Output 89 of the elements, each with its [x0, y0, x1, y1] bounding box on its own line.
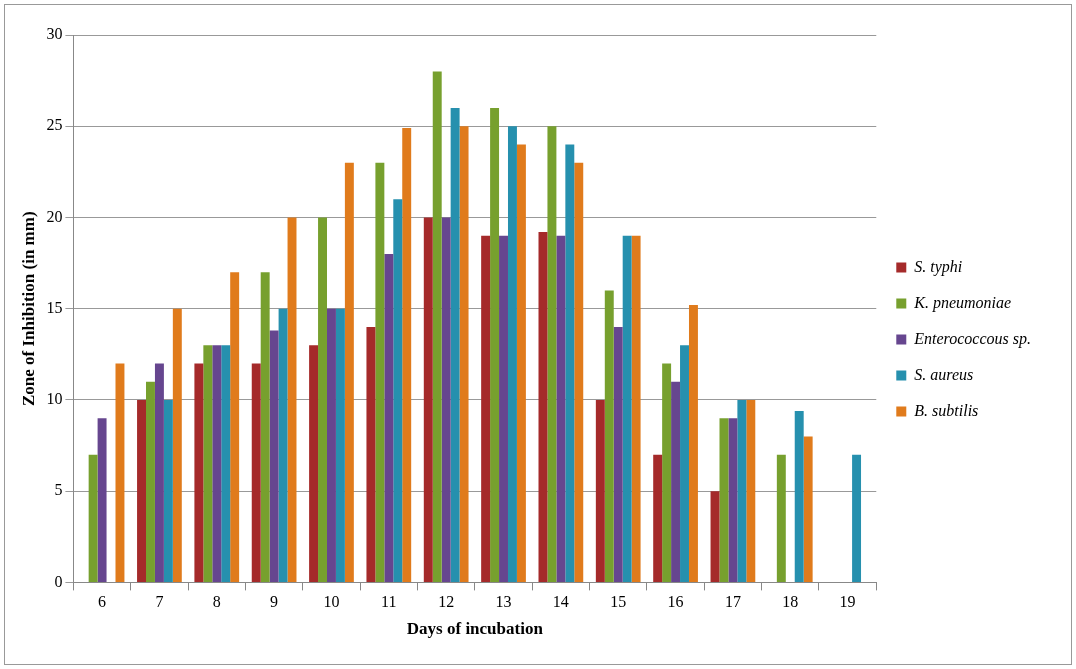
bar — [737, 399, 747, 582]
bar — [803, 436, 813, 582]
bar — [97, 418, 107, 582]
bar — [230, 272, 240, 582]
bar — [318, 217, 327, 582]
x-tick-label: 6 — [98, 593, 107, 611]
y-tick-label: 10 — [46, 390, 63, 408]
legend-label: S. typhi — [914, 257, 963, 276]
bar — [287, 217, 297, 582]
x-tick-label: 9 — [270, 593, 279, 611]
x-axis-title: Days of incubation — [406, 619, 544, 639]
x-tick-label: 7 — [155, 593, 164, 611]
bar — [260, 272, 270, 582]
bar — [203, 345, 213, 582]
bar — [327, 308, 336, 582]
bar — [402, 128, 412, 582]
bar — [556, 235, 566, 582]
bar — [710, 491, 720, 582]
bar — [688, 305, 698, 582]
x-tick-label: 19 — [839, 593, 856, 611]
bar — [604, 290, 614, 582]
bar — [852, 454, 862, 582]
bar — [194, 363, 204, 582]
legend-label: Enterococcous sp. — [913, 329, 1032, 348]
bar — [423, 217, 433, 582]
bar — [344, 162, 354, 582]
x-tick-label: 11 — [381, 593, 397, 611]
bar — [393, 199, 403, 582]
x-tick-label: 13 — [495, 593, 512, 611]
bar — [653, 454, 663, 582]
bar — [622, 235, 632, 582]
bar — [137, 399, 146, 582]
x-tick-label: 18 — [782, 593, 799, 611]
bar — [565, 144, 575, 582]
bar — [384, 253, 394, 582]
bar — [172, 308, 182, 582]
bar — [459, 126, 469, 582]
bar — [595, 399, 605, 582]
y-tick-label: 30 — [46, 25, 63, 43]
bar — [547, 126, 557, 582]
bar — [432, 71, 442, 582]
bar — [441, 217, 451, 582]
x-tick-label: 16 — [667, 593, 684, 611]
bar — [719, 418, 729, 582]
bar — [776, 454, 786, 582]
bar — [450, 107, 460, 582]
bar — [481, 235, 491, 582]
bar — [146, 381, 155, 582]
bar — [794, 410, 804, 582]
bar — [574, 162, 584, 582]
x-tick-label: 10 — [323, 593, 340, 611]
bar — [221, 345, 231, 582]
bar — [366, 326, 376, 582]
bar — [507, 126, 517, 582]
bar — [375, 162, 385, 582]
y-tick-label: 5 — [54, 481, 63, 499]
y-tick-label: 25 — [46, 116, 63, 134]
y-tick-label: 20 — [46, 207, 63, 225]
bar — [631, 235, 641, 582]
bar — [613, 326, 623, 582]
bar — [115, 363, 125, 582]
bar — [516, 144, 526, 582]
bar — [309, 345, 319, 582]
x-tick-label: 15 — [610, 593, 627, 611]
bar — [269, 330, 279, 582]
bar — [662, 363, 672, 582]
bar — [680, 345, 689, 582]
x-tick-label: 12 — [438, 593, 455, 611]
legend-label: K. pneumoniae — [913, 293, 1012, 312]
legend-label: S. aureus — [914, 365, 974, 383]
bar — [251, 363, 261, 582]
x-tick-label: 17 — [724, 593, 741, 611]
bar — [163, 399, 173, 582]
y-axis-title: Zone of Inhibition (in mm) — [18, 211, 38, 406]
y-tick-label: 0 — [54, 572, 63, 590]
x-tick-label: 14 — [552, 593, 569, 611]
bar — [212, 345, 222, 582]
bar — [278, 308, 288, 582]
bar — [335, 308, 345, 582]
bar — [88, 454, 98, 582]
x-tick-label: 8 — [212, 593, 221, 611]
bar — [490, 107, 500, 582]
bar — [499, 235, 508, 582]
legend-label: B. subtilis — [914, 401, 979, 419]
bar — [671, 381, 681, 582]
y-tick-label: 15 — [46, 298, 63, 316]
bar — [746, 399, 756, 582]
bar — [728, 418, 738, 582]
bar — [154, 363, 164, 582]
